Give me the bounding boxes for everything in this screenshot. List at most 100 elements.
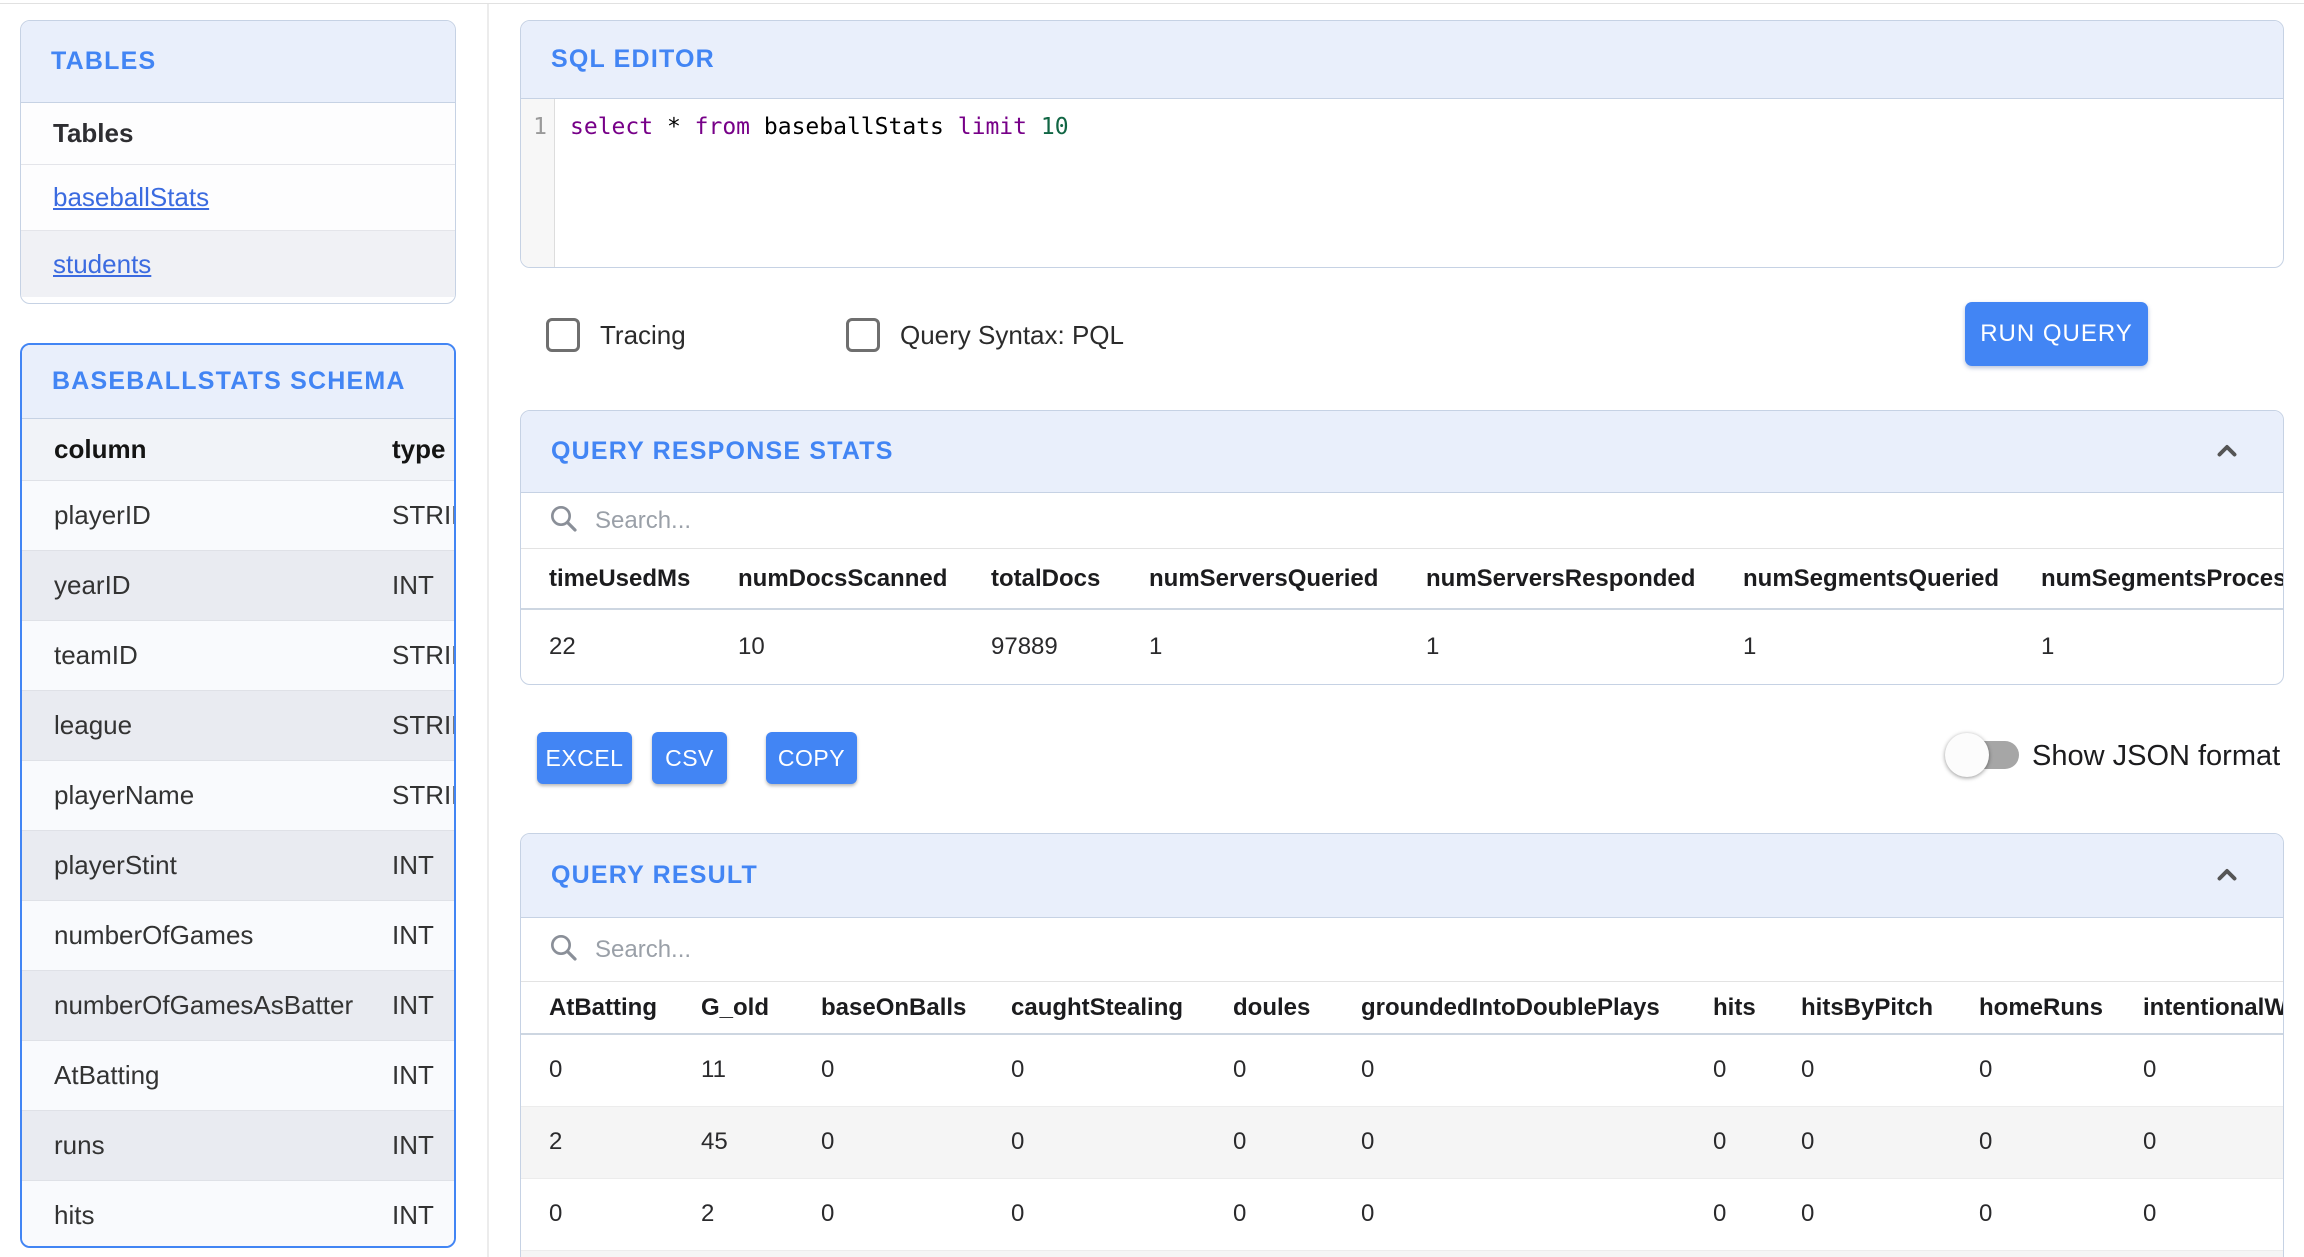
pql-syntax-checkbox[interactable] [846,318,880,352]
cell: 0 [1713,1056,1727,1084]
schema-column-type: STRING [392,780,454,810]
tables-panel-header: TABLES [21,21,455,103]
result-search-input[interactable] [595,935,1015,964]
result-column-header[interactable]: baseOnBalls [821,993,967,1021]
result-panel-title: QUERY RESULT [551,861,759,889]
cell: 1 [1743,632,1757,660]
result-column-header[interactable]: caughtStealing [1011,993,1184,1021]
sidebar-table-link-baseballstats[interactable]: baseballStats [53,182,210,212]
stats-search-row [521,493,2283,549]
schema-column-name: playerStint [54,850,177,880]
excel-button[interactable]: EXCEL [537,732,632,784]
cell: 0 [1361,1128,1375,1155]
result-table: AtBatting G_old baseOnBalls caughtSteali… [521,982,2284,1251]
stats-table: timeUsedMs numDocsScanned totalDocs numS… [521,549,2284,683]
schema-row: runs INT [22,1111,454,1181]
cell: 0 [1801,1056,1815,1084]
result-search-row [521,918,2283,982]
cell: 2 [701,1200,715,1227]
tracing-label: Tracing [600,320,686,350]
cell: 1 [1149,632,1163,660]
line-number: 1 [533,114,547,140]
cell: 10 [738,632,765,660]
schema-col-header-type: type [392,434,446,464]
cell: 97889 [991,632,1058,660]
result-column-header[interactable]: hitsByPitch [1801,993,1934,1021]
schema-row: teamID STRING [22,621,454,691]
schema-column-type: INT [392,1060,434,1090]
tables-panel-title: TABLES [51,47,157,75]
result-column-header[interactable]: AtBatting [549,993,657,1021]
result-column-header[interactable]: G_old [701,993,770,1021]
schema-panel-title: BASEBALLSTATS SCHEMA [52,367,406,395]
sql-editor-header: SQL EDITOR [521,21,2283,99]
chevron-up-icon [2209,432,2245,471]
cell: 0 [1233,1128,1247,1155]
table-row: 2 45 0 0 0 0 0 0 0 0 [521,1106,2283,1178]
cell: 22 [549,632,576,660]
cell: 0 [1713,1200,1727,1227]
search-icon [547,931,579,968]
cell: 0 [1979,1056,1993,1084]
cell: 0 [821,1056,835,1084]
cell: 0 [1801,1200,1815,1227]
cell: 0 [1713,1128,1727,1155]
code-token: from [694,114,751,140]
table-row-partial [521,1250,2283,1257]
csv-button[interactable]: CSV [652,732,727,784]
list-item: students [21,231,455,297]
stats-header-row: timeUsedMs numDocsScanned totalDocs numS… [521,549,2284,609]
stats-column-header[interactable]: numSegmentsProcessed [2041,564,2284,592]
stats-column-header[interactable]: timeUsedMs [549,564,691,592]
cell: 0 [1979,1128,1993,1155]
sidebar-table-link-students[interactable]: students [53,248,152,279]
schema-column-type: INT [392,920,434,950]
pql-syntax-label: Query Syntax: PQL [900,320,1124,350]
tracing-checkbox[interactable] [546,318,580,352]
query-result-panel: QUERY RESULT AtBatting G_old [520,833,2284,1257]
tables-list-header: Tables [21,103,455,165]
result-column-header[interactable]: intentionalWalks [2143,993,2284,1021]
run-query-button[interactable]: RUN QUERY [1965,302,2148,366]
stats-collapse-button[interactable] [2201,426,2253,478]
cell: 11 [701,1056,726,1084]
schema-column-name: AtBatting [54,1060,160,1090]
search-icon [547,502,579,539]
schema-panel: BASEBALLSTATS SCHEMA column type playerI… [20,343,456,1248]
result-column-header[interactable]: homeRuns [1979,993,2104,1021]
cell: 0 [1011,1056,1025,1084]
schema-column-type: INT [392,990,434,1020]
stats-search-input[interactable] [595,506,1015,535]
stats-column-header[interactable]: numServersQueried [1149,564,1379,592]
cell: 2 [549,1128,563,1155]
cell: 0 [1801,1128,1815,1155]
schema-panel-header: BASEBALLSTATS SCHEMA [22,345,454,419]
top-divider [0,3,2304,4]
sql-code-editor[interactable]: 1 select * from baseballStats limit 10 [521,99,2283,267]
schema-column-type: STRING [392,640,454,670]
result-column-header[interactable]: hits [1713,993,1756,1021]
code-token: limit [957,114,1027,140]
list-item: baseballStats [21,165,455,231]
stats-data-row: 22 10 97889 1 1 1 1 [521,609,2283,683]
result-column-header[interactable]: groundedIntoDoublePlays [1361,993,1660,1021]
stats-column-header[interactable]: numSegmentsQueried [1743,564,2000,592]
schema-row: yearID INT [22,551,454,621]
cell: 0 [1979,1200,1993,1227]
schema-column-name: numberOfGames [54,920,254,950]
schema-column-type: INT [392,850,434,880]
json-format-toggle[interactable] [1945,733,2021,777]
result-collapse-button[interactable] [2201,850,2253,902]
schema-column-name: league [54,710,133,740]
schema-row: numberOfGamesAsBatter INT [22,971,454,1041]
stats-panel-title: QUERY RESPONSE STATS [551,437,894,465]
stats-column-header[interactable]: numServersResponded [1426,564,1696,592]
cell: 0 [1361,1200,1375,1227]
copy-button[interactable]: COPY [766,732,857,784]
stats-column-header[interactable]: totalDocs [991,564,1101,592]
schema-column-type: INT [392,570,434,600]
result-column-header[interactable]: doules [1233,993,1311,1021]
sql-editor-panel: SQL EDITOR 1 select * from baseballStats… [520,20,2284,268]
stats-column-header[interactable]: numDocsScanned [738,564,948,592]
